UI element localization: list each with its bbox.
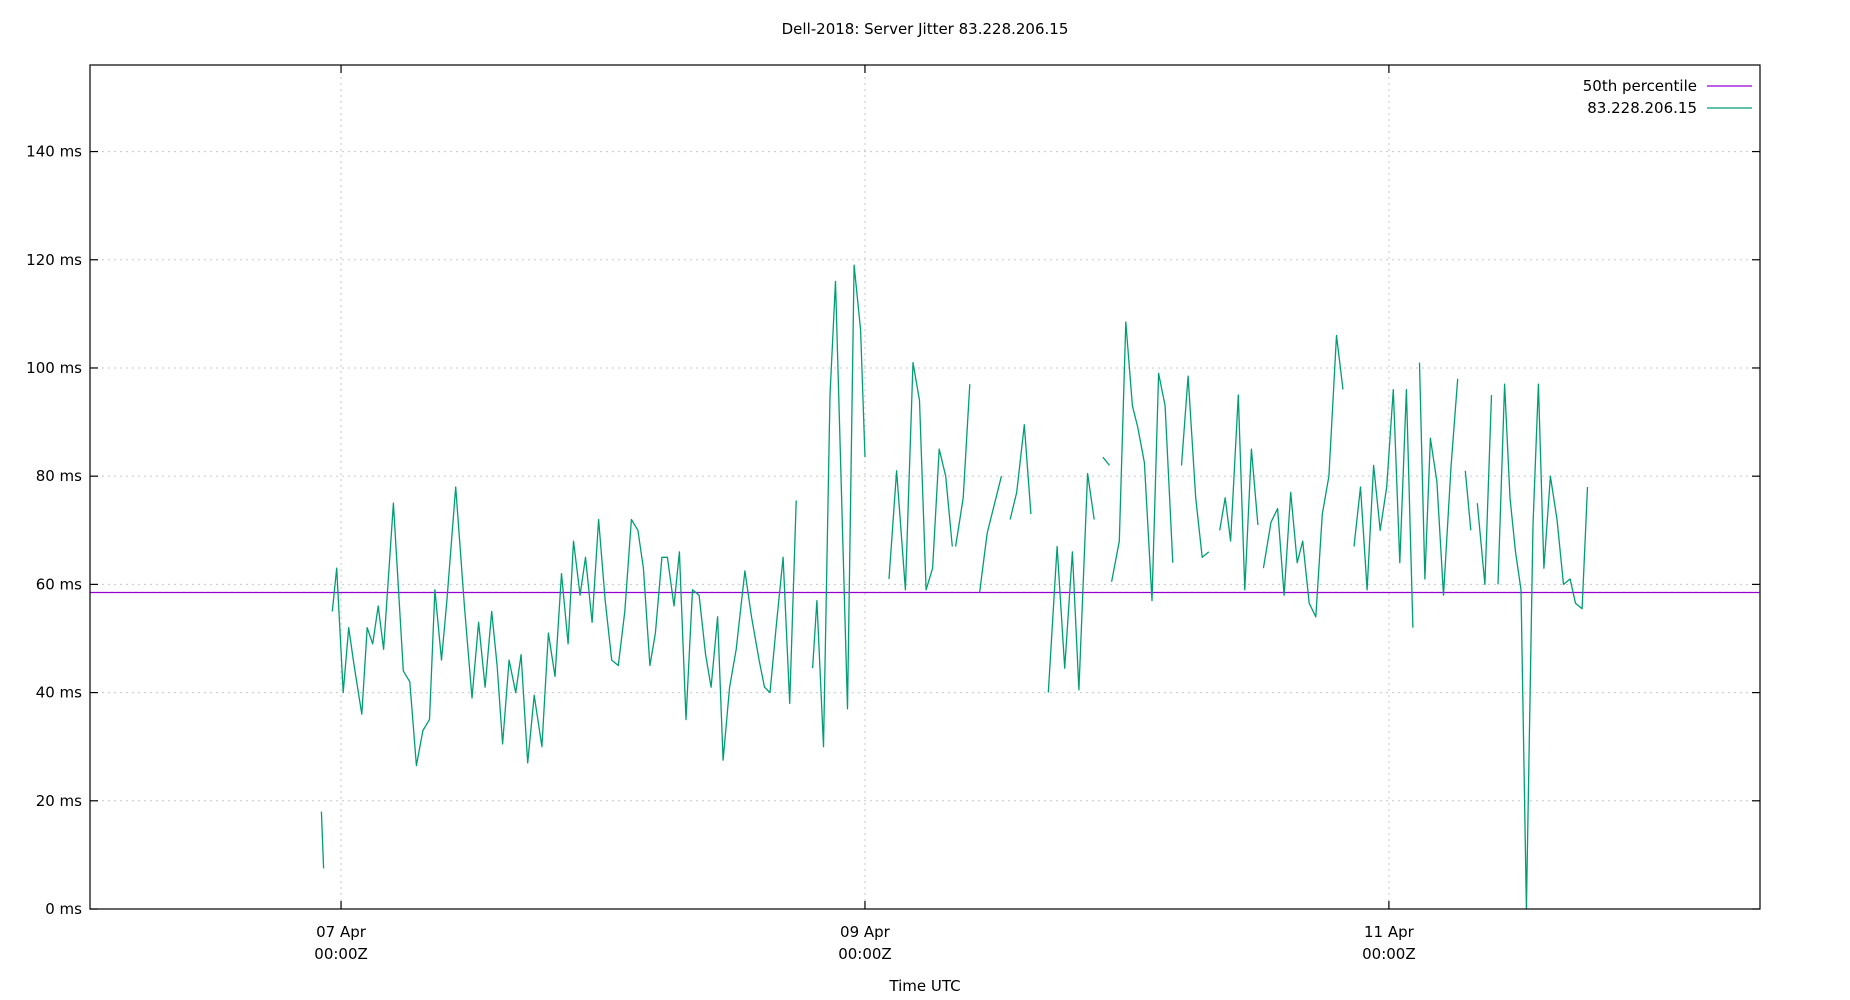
- jitter-series-line: [978, 476, 1003, 593]
- jitter-series-line: [1262, 334, 1344, 618]
- jitter-series-line: [811, 264, 866, 748]
- jitter-series-line: [1476, 394, 1493, 586]
- x-tick-label-date: 07 Apr: [316, 923, 367, 941]
- jitter-series-line: [1047, 472, 1095, 693]
- y-tick-label: 20 ms: [36, 792, 82, 810]
- y-tick-label: 140 ms: [26, 143, 82, 161]
- jitter-series-line: [1353, 388, 1414, 628]
- jitter-series-line: [1464, 470, 1472, 531]
- y-tick-label: 0 ms: [45, 900, 82, 918]
- jitter-series-line: [1110, 321, 1174, 602]
- x-tick-label-time: 00:00Z: [1362, 945, 1416, 963]
- legend: 50th percentile 83.228.206.15: [1583, 77, 1752, 117]
- x-axis-label: Time UTC: [888, 977, 960, 995]
- jitter-series-line: [888, 361, 953, 591]
- jitter-series-line: [1180, 375, 1210, 558]
- jitter-series-line: [954, 384, 971, 547]
- x-tick-label-time: 00:00Z: [314, 945, 368, 963]
- tick-layer: 0 ms 20 ms 40 ms 60 ms 80 ms 100 ms 120 ms 140 …: [26, 65, 1760, 963]
- plot-frame: [89, 64, 1761, 910]
- jitter-series-line: [1219, 394, 1259, 591]
- jitter-series-line: [320, 811, 325, 869]
- y-tick-label: 100 ms: [26, 359, 82, 377]
- jitter-series-line: [1418, 362, 1459, 596]
- y-tick-label: 120 ms: [26, 251, 82, 269]
- chart-title: Dell-2018: Server Jitter 83.228.206.15: [782, 20, 1069, 38]
- legend-label: 50th percentile: [1583, 77, 1697, 95]
- jitter-series-line: [1497, 383, 1589, 910]
- x-tick-label-date: 11 Apr: [1364, 923, 1415, 941]
- grid-layer: [90, 65, 1760, 909]
- x-tick-label-time: 00:00Z: [838, 945, 892, 963]
- legend-label: 83.228.206.15: [1587, 99, 1697, 117]
- x-tick-label-date: 09 Apr: [840, 923, 891, 941]
- jitter-series-line: [1009, 424, 1032, 520]
- jitter-series-line: [1102, 456, 1111, 466]
- jitter-series-line: [331, 486, 797, 767]
- y-tick-label: 80 ms: [36, 467, 82, 485]
- y-tick-label: 60 ms: [36, 575, 82, 593]
- y-tick-label: 40 ms: [36, 684, 82, 702]
- data-layer: [90, 264, 1760, 910]
